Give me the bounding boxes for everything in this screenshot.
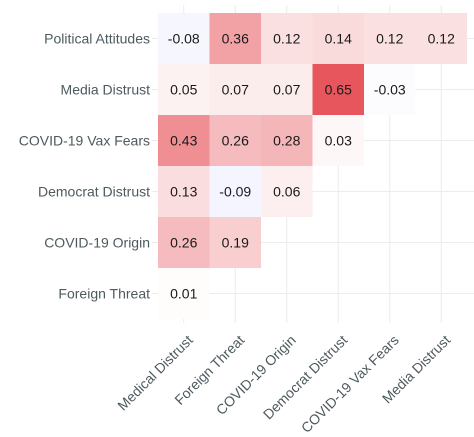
cell-value-label: -0.09 [219, 184, 251, 200]
cell-value-label: 0.26 [222, 133, 249, 149]
cell-value-label: 0.28 [273, 133, 300, 149]
heatmap-cell [312, 13, 364, 64]
heatmap-cell [158, 64, 210, 115]
heatmap-cell [261, 166, 313, 217]
cell-value-label: 0.01 [170, 286, 197, 302]
cell-value-label: 0.12 [376, 31, 403, 47]
cell-value-label: 0.12 [428, 31, 455, 47]
heatmap-cell [209, 115, 261, 166]
cell-value-label: 0.19 [222, 235, 249, 251]
y-tick-label-foreign-threat: Foreign Threat [58, 286, 150, 302]
heatmap-cell [261, 13, 313, 64]
heatmap-cell [261, 115, 313, 166]
heatmap-cell [158, 166, 210, 217]
heatmap-cell [364, 64, 416, 115]
cell-value-label: -0.08 [168, 31, 200, 47]
y-axis-labels: Political Attitudes Media Distrust COVID-1… [19, 31, 150, 302]
heatmap-cell [209, 13, 261, 64]
heatmap-cell [209, 166, 261, 217]
heatmap-cell [415, 13, 467, 64]
heatmap-cell [158, 217, 210, 268]
heatmap-cell [158, 115, 210, 166]
heatmap-cell [158, 268, 210, 319]
y-tick-label-political-attitudes: Political Attitudes [44, 31, 150, 47]
heatmap-cell [312, 64, 364, 115]
x-tick-label-covid-19-vax-fears: COVID-19 Vax Fears [298, 332, 402, 436]
cell-value-label: 0.43 [170, 133, 197, 149]
cell-value-label: 0.13 [170, 184, 197, 200]
cell-value-label: 0.36 [222, 31, 249, 47]
cell-value-label: 0.12 [273, 31, 300, 47]
cell-value-label: 0.14 [325, 31, 352, 47]
cell-value-label: -0.03 [374, 82, 406, 98]
cell-value-labels: -0.08 0.36 0.12 0.14 0.12 0.12 0.05 0.07 0.07 0.6… [168, 31, 455, 302]
heatmap-cell [261, 64, 313, 115]
heatmap-cell [158, 13, 210, 64]
y-tick-label-democrat-distrust: Democrat Distrust [38, 184, 150, 200]
y-tick-label-covid-19-vax-fears: COVID-19 Vax Fears [19, 133, 150, 149]
heatmap-cell [364, 13, 416, 64]
cell-value-label: 0.26 [170, 235, 197, 251]
cell-value-label: 0.06 [273, 184, 300, 200]
cell-value-label: 0.05 [170, 82, 197, 98]
heatmap-cell [312, 115, 364, 166]
cell-value-label: 0.03 [325, 133, 352, 149]
heatmap-cell [209, 217, 261, 268]
heatmap-cells [158, 13, 467, 319]
cell-value-label: 0.07 [222, 82, 249, 98]
cell-value-label: 0.65 [325, 82, 352, 98]
y-tick-label-covid-19-origin: COVID-19 Origin [44, 235, 150, 251]
y-tick-label-media-distrust: Media Distrust [61, 82, 151, 98]
heatmap-cell [209, 64, 261, 115]
cell-value-label: 0.07 [273, 82, 300, 98]
